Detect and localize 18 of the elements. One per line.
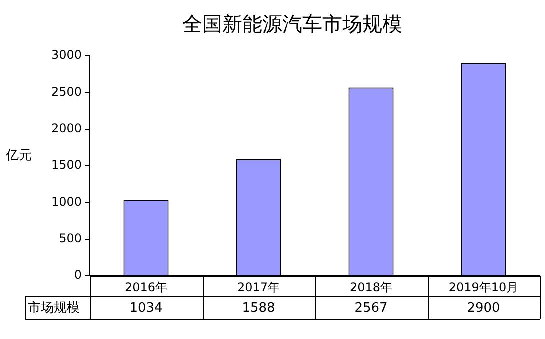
data-label: 1034 [130,300,163,316]
y-tick-label: 500 [59,231,82,246]
y-tick-label: 2500 [51,84,82,99]
y-tick-label: 1000 [51,194,82,209]
x-tick-label: 2018年 [350,280,393,294]
text: 市场规模 [28,300,80,316]
data-label: 2567 [354,300,388,316]
y-tick-label: 1500 [51,158,82,172]
x-tick-label: 2017年 [237,280,280,294]
y-tick-label: 2000 [51,121,82,136]
x-tick-label: 2019年10月 [448,280,519,294]
x-tick-label: 2016年 [124,280,168,294]
data-label: 1588 [242,300,276,316]
y-tick-label: 3000 [51,48,82,62]
y-axis-title: 亿元 [5,148,32,164]
y-tick-label: 0 [74,268,82,282]
data-label: 2900 [467,300,500,316]
chart-title: 全国新能源汽车市场规模 [182,12,402,36]
